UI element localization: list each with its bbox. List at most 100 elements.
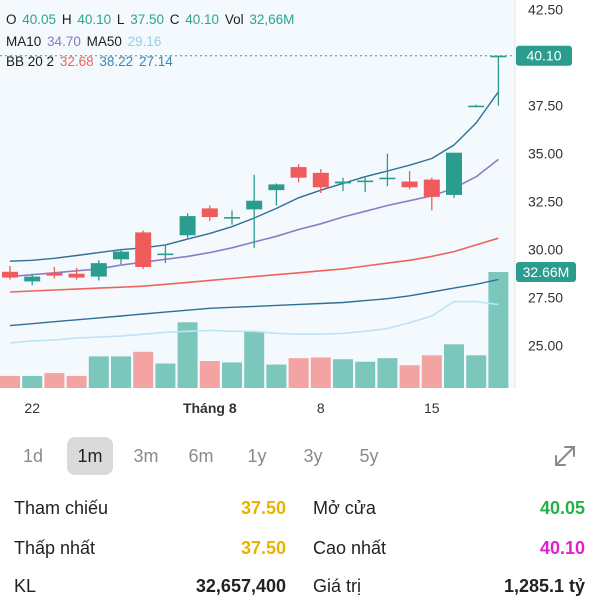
- close-label: C: [169, 12, 180, 27]
- y-tick-label: 37.50: [528, 98, 563, 114]
- timeframe-tabs: 1d 1m 3m 6m 1y 3y 5y: [10, 437, 590, 475]
- tab-3m[interactable]: 3m: [133, 446, 159, 466]
- volume-bar: [44, 373, 65, 388]
- stat-cao-nhat: Cao nhất 40.10: [313, 534, 585, 564]
- volume-bar: [310, 357, 331, 388]
- tab-5y[interactable]: 5y: [359, 446, 379, 466]
- volume-bar: [377, 358, 398, 388]
- volume-bar: [488, 272, 509, 388]
- cao-nhat-label: Cao nhất: [313, 538, 387, 558]
- x-tick-label: 15: [424, 400, 440, 416]
- candle-body: [157, 253, 174, 256]
- volume-bar: [244, 331, 265, 388]
- tham-chieu-label: Tham chiếu: [14, 498, 109, 518]
- volume-bar: [66, 375, 87, 388]
- bb-basis-line: [9, 237, 499, 293]
- ohlc-legend: O 40.05 H 40.10 L 37.50 C 40.10 Vol 32,6…: [6, 12, 296, 28]
- volume-bar: [133, 351, 154, 388]
- ma-legend: MA10 34.70 MA50 29.16: [6, 34, 163, 50]
- low-label: L: [116, 12, 125, 27]
- price-chart[interactable]: 42.5040.0037.5035.0032.5030.0027.5025.00…: [0, 0, 600, 430]
- volume-bar: [355, 361, 376, 388]
- volume-bar: [0, 375, 20, 388]
- volume-value: 32,66M: [249, 12, 295, 27]
- volume-label: Vol: [224, 12, 244, 27]
- candle-body: [290, 167, 307, 178]
- volume-bar: [288, 358, 309, 388]
- ma50-label: MA50: [86, 34, 122, 49]
- candle-body: [24, 276, 41, 282]
- candle-body: [135, 232, 152, 267]
- kl-label: KL: [14, 576, 37, 596]
- volume-bar: [399, 365, 420, 388]
- thap-nhat-value: 37.50: [240, 538, 286, 558]
- kl-value: 32,657,400: [195, 576, 286, 596]
- volume-bar: [88, 356, 109, 388]
- candle-body: [357, 180, 374, 183]
- candle-body: [268, 184, 285, 191]
- y-tick-label: 30.00: [528, 242, 563, 258]
- ma10-label: MA10: [6, 34, 42, 49]
- ma50-line: [9, 300, 499, 344]
- bb-lower-value: 27.14: [138, 54, 173, 69]
- high-value: 40.10: [77, 12, 112, 27]
- candle-body: [2, 271, 18, 278]
- candle-body: [446, 152, 462, 195]
- candle-body: [68, 273, 85, 278]
- open-label: O: [6, 12, 17, 27]
- candle-body: [90, 263, 107, 277]
- volume-bar: [155, 363, 176, 388]
- expand-icon[interactable]: [550, 441, 580, 471]
- volume-bar: [177, 322, 198, 388]
- bb-label: BB 20 2: [6, 54, 55, 69]
- low-value: 37.50: [130, 12, 164, 27]
- open-value: 40.05: [22, 12, 57, 27]
- y-tick-label: 32.50: [528, 194, 563, 210]
- gia-tri-label: Giá trị: [313, 576, 362, 596]
- candle-body: [246, 200, 263, 210]
- stat-thap-nhat: Thấp nhất 37.50: [14, 534, 286, 564]
- candle-body: [379, 177, 396, 180]
- volume-bar: [421, 355, 442, 388]
- candle-body: [179, 216, 196, 236]
- price-badge: [516, 45, 572, 66]
- candle-body: [224, 217, 240, 219]
- stat-gia-tri: Giá trị 1,285.1 tỷ: [313, 572, 585, 602]
- bb-middle-value: 38.22: [99, 54, 134, 69]
- volume-bar: [22, 375, 43, 388]
- stats-panel: Tham chiếu 37.50 Mở cửa 40.05 Thấp nhất …: [0, 494, 600, 600]
- candle-body: [46, 272, 63, 276]
- high-label: H: [61, 12, 72, 27]
- ma10-value: 34.70: [47, 34, 81, 49]
- candle-body: [312, 172, 329, 188]
- volume-bar: [333, 359, 353, 388]
- candle-body: [113, 251, 129, 260]
- tab-1d[interactable]: 1d: [22, 446, 44, 466]
- tab-1y[interactable]: 1y: [247, 446, 267, 466]
- y-tick-label: 27.50: [528, 290, 563, 306]
- candle-body: [423, 179, 440, 197]
- y-tick-label: 25.00: [528, 338, 563, 354]
- thap-nhat-label: Thấp nhất: [14, 538, 96, 558]
- mo-cua-label: Mở cửa: [313, 498, 376, 518]
- mo-cua-value: 40.05: [539, 498, 585, 518]
- volume-badge: [516, 262, 576, 282]
- volume-bar: [199, 361, 220, 388]
- volume-bar: [444, 344, 464, 388]
- tab-1m[interactable]: 1m: [67, 437, 113, 475]
- volume-badge-label: 32.66M: [523, 264, 570, 280]
- tab-6m[interactable]: 6m: [188, 446, 214, 466]
- cao-nhat-value: 40.10: [539, 538, 585, 558]
- candle-body: [335, 181, 351, 184]
- candle-body: [468, 105, 485, 108]
- bb-upper-value: 32.68: [59, 54, 94, 69]
- bb-legend: BB 20 2 32.68 38.22 27.14: [6, 54, 175, 70]
- gia-tri-value: 1,285.1 tỷ: [503, 576, 585, 596]
- price-badge-label: 40.10: [526, 48, 561, 64]
- candle-body: [490, 55, 507, 58]
- tab-3y[interactable]: 3y: [303, 446, 323, 466]
- y-tick-label: 35.00: [528, 146, 563, 162]
- stat-mo-cua: Mở cửa 40.05: [313, 494, 585, 524]
- x-tick-label: 22: [24, 400, 40, 416]
- stat-tham-chieu: Tham chiếu 37.50: [14, 494, 286, 524]
